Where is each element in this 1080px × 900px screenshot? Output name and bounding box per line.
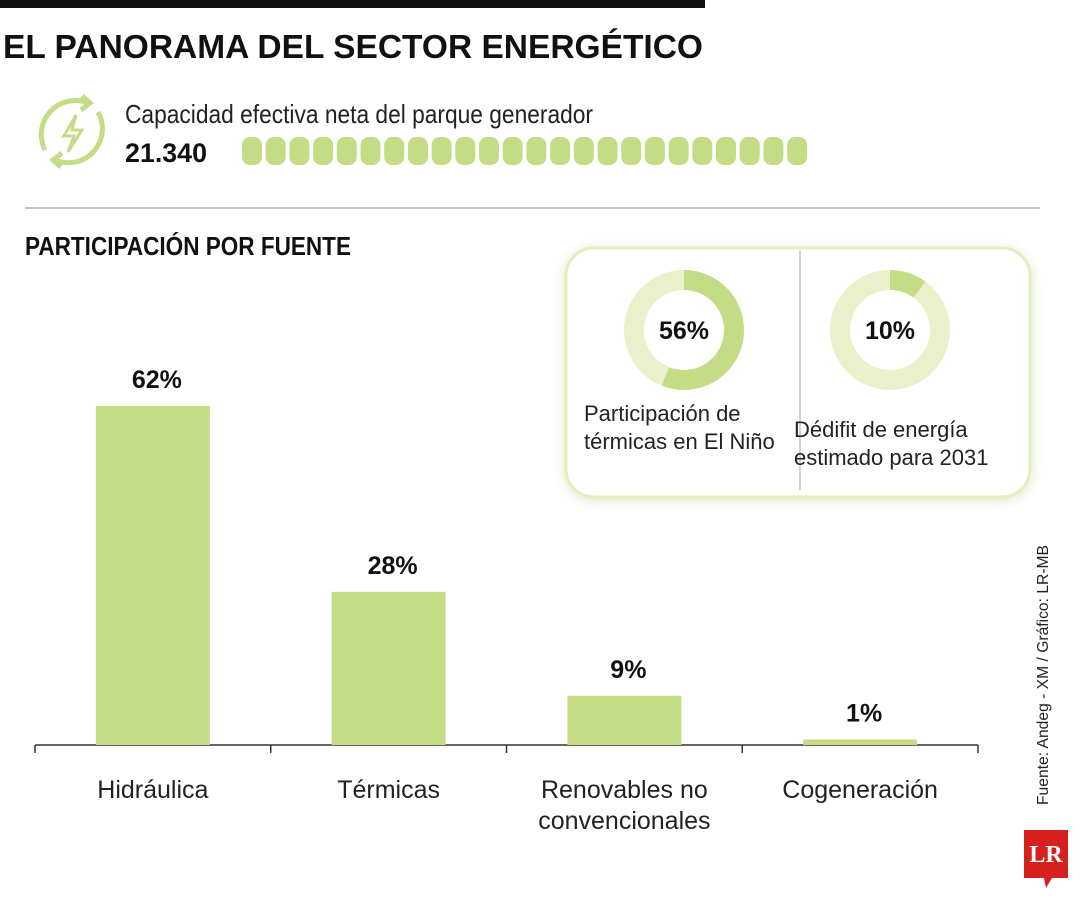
donut-label: 56% — [659, 317, 709, 345]
pill — [384, 137, 405, 165]
pill — [573, 137, 594, 165]
pill — [692, 137, 713, 165]
donut-caption: Dédifit de energía estimado para 2031 — [794, 417, 989, 470]
capacity-label: Capacidad efectiva neta del parque gener… — [125, 99, 593, 129]
title: EL PANORAMA DEL SECTOR ENERGÉTICO — [3, 28, 703, 65]
pill — [479, 137, 499, 165]
bar — [803, 739, 918, 745]
value-label: 28% — [368, 552, 418, 580]
category-label: Cogeneración — [782, 776, 938, 804]
pill — [313, 137, 334, 165]
pill — [716, 137, 736, 165]
top-rule — [0, 0, 705, 8]
donut-arc — [624, 270, 744, 390]
bar — [567, 695, 682, 745]
category-label: Renovables no convencionales — [538, 776, 711, 836]
section-title: PARTICIPACIÓN POR FUENTE — [25, 231, 351, 261]
pill — [621, 137, 642, 165]
pill — [242, 137, 262, 165]
category-label: Hidráulica — [97, 776, 209, 804]
pill — [360, 137, 381, 165]
value-label: 9% — [610, 656, 646, 684]
logo: LR — [1029, 842, 1063, 868]
pill — [502, 137, 523, 165]
logo-box — [1024, 830, 1068, 888]
bar — [95, 405, 210, 745]
pill — [739, 137, 760, 165]
donut-card — [564, 246, 1032, 499]
category-label: Térmicas — [337, 776, 441, 804]
pill — [644, 137, 665, 165]
energy-icon — [38, 94, 105, 169]
pill — [550, 137, 571, 165]
pill — [407, 137, 428, 165]
pill — [763, 137, 784, 165]
value-label: 62% — [132, 366, 182, 394]
pill — [787, 137, 808, 165]
pill — [597, 137, 618, 165]
source: Fuente: Andeg - XM / Gráfico: LR-MB — [1035, 545, 1052, 805]
donut-arc — [830, 270, 950, 390]
donut-caption: Participación de térmicas en El Niño — [584, 401, 775, 454]
pill — [336, 137, 357, 165]
pill — [526, 137, 547, 165]
pill — [431, 137, 452, 165]
value-label: 1% — [846, 700, 882, 728]
bar — [331, 591, 446, 745]
capacity-value: 21.340 — [125, 138, 207, 168]
pill — [289, 137, 310, 165]
pill — [668, 137, 689, 165]
capacity-pills — [242, 137, 808, 165]
pill — [265, 137, 286, 165]
pill — [455, 137, 476, 165]
donut-label: 10% — [865, 317, 915, 345]
